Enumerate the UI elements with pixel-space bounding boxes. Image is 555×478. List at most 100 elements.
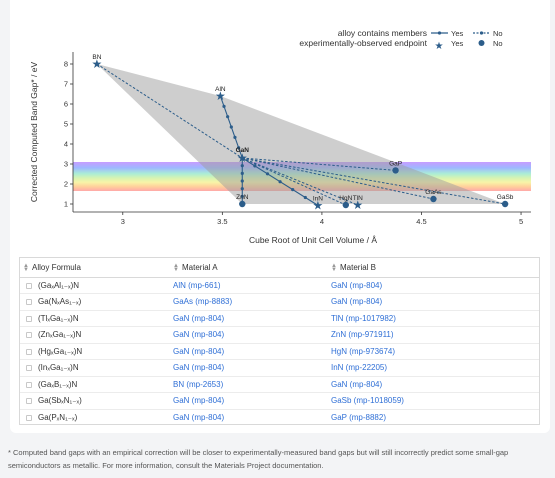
material-a-link[interactable]: GaN (mp-804) [170,392,328,410]
material-a-link[interactable]: GaN (mp-804) [170,310,328,327]
material-a-link[interactable]: BN (mp-2653) [170,376,328,393]
row-checkbox[interactable] [26,299,32,306]
endpoint-star-bn: ★ [92,57,103,71]
material-a-link[interactable]: GaAs (mp-8883) [170,293,328,311]
table-row[interactable]: (ZnₓGa₁₋ₓ)N GaN (mp-804) ZnN (mp-971911) [20,326,539,344]
table-row[interactable]: (GaₓB₁₋ₓ)N BN (mp-2653) GaN (mp-804) [20,376,539,393]
x-axis-label: Cube Root of Unit Cell Volume / Å [249,235,377,245]
table-row[interactable]: Ga(NₓAs₁₋ₓ) GaAs (mp-8883) GaN (mp-804) [20,293,539,311]
alloy-member-marker [226,115,230,119]
legend-endpoint-label: experimentally-observed endpoint [299,38,427,48]
alloy-formula-cell: Ga(PₓN₁₋ₓ) [20,409,170,426]
column-header-material-b[interactable]: ▲ ▼ Material B [328,258,539,278]
material-b-link[interactable]: InN (mp-22205) [328,359,539,377]
alloy-table: ▲ ▼ Alloy Formula ▲ ▼ Material A ▲ ▼ Material … [20,258,539,426]
tie-line-gasb [242,157,506,205]
alloy-member-marker [240,187,244,191]
legend-dot-icon [478,40,485,46]
table-row[interactable]: (HgₓGa₁₋ₓ)N GaN (mp-804) HgN (mp-973674) [20,343,539,360]
row-checkbox[interactable] [26,282,32,289]
alloy-member-marker [229,125,233,129]
row-checkbox[interactable] [26,414,32,421]
table-row[interactable]: Ga(PₓN₁₋ₓ) GaN (mp-804) GaP (mp-8882) [20,409,539,426]
table-row[interactable]: Ga(SbₓN₁₋ₓ) GaN (mp-804) GaSb (mp-1018059) [20,392,539,410]
material-b-link[interactable]: GaN (mp-804) [328,376,539,393]
alloy-formula-cell: (GaₓB₁₋ₓ)N [20,376,170,393]
endpoint-label-aln: AlN [215,86,226,93]
alloy-table-container: ▲ ▼ Alloy Formula ▲ ▼ Material A ▲ ▼ Material … [19,257,540,425]
x-tick-label: 3 [121,217,125,226]
legend-endpoint-no: No [493,39,503,48]
endpoint-dot-gaas [430,195,437,203]
material-a-link[interactable]: AlN (mp-661) [170,277,328,294]
material-b-link[interactable]: GaN (mp-804) [328,293,539,311]
material-b-link[interactable]: GaN (mp-804) [328,277,539,294]
alloy-formula-cell: (GaₓAl₁₋ₓ)N [20,277,170,294]
row-checkbox[interactable] [26,348,32,355]
endpoint-label-gasb: GaSb [497,194,514,201]
material-a-link[interactable]: GaN (mp-804) [170,326,328,344]
endpoint-star-aln: ★ [215,89,226,103]
endpoint-label-bn: BN [92,54,101,61]
alloy-formula-cell: (InₓGa₁₋ₓ)N [20,359,170,377]
legend-endpoint-yes: Yes [451,39,463,48]
y-tick-label: 3 [64,160,68,169]
endpoint-dot-znn [239,200,246,208]
y-tick-label: 6 [64,100,68,109]
sort-icon[interactable]: ▲ ▼ [23,262,29,273]
alloy-formula-cell: (TlₓGa₁₋ₓ)N [20,310,170,327]
table-header-row: ▲ ▼ Alloy Formula ▲ ▼ Material A ▲ ▼ Material … [20,258,539,278]
table-row[interactable]: (InₓGa₁₋ₓ)N GaN (mp-804) InN (mp-22205) [20,359,539,377]
convex-hull-area [96,64,506,204]
endpoint-star-inn: ★ [313,198,324,212]
table-row[interactable]: (GaₓAl₁₋ₓ)N AlN (mp-661) GaN (mp-804) [20,277,539,294]
legend-yes-marker [437,31,442,35]
row-checkbox[interactable] [26,332,32,339]
alloy-member-marker [240,194,244,198]
sort-icon[interactable]: ▲ ▼ [331,262,337,273]
x-tick-label: 4.5 [416,217,426,226]
alloy-formula-cell: (ZnₓGa₁₋ₓ)N [20,326,170,344]
material-b-link[interactable]: GaP (mp-8882) [331,413,386,422]
endpoint-label-hgn: HgN [339,195,352,202]
row-checkbox[interactable] [26,398,32,405]
material-b-link[interactable]: HgN (mp-973674) [328,343,539,360]
material-a-link[interactable]: GaN (mp-804) [173,413,225,422]
row-checkbox[interactable] [26,365,32,372]
y-tick-label: 7 [64,80,68,89]
sort-icon[interactable]: ▲ ▼ [173,262,179,273]
endpoint-dot-gasb [501,200,509,208]
material-b-link[interactable]: ZnN (mp-971911) [328,326,539,344]
alloy-member-marker [240,171,244,175]
alloy-formula-cell: (HgₓGa₁₋ₓ)N [20,343,170,360]
alloy-member-marker [233,135,237,139]
legend-members-label: alloy contains members [338,28,427,38]
x-tick-label: 4 [320,217,324,226]
legend-no-label: No [493,29,503,38]
alloy-member-marker [222,104,226,108]
column-header-material-a[interactable]: ▲ ▼ Material A [170,258,328,278]
y-axis-label: Corrected Computed Band Gap* / eV [29,62,39,203]
alloy-member-marker [253,164,257,168]
column-header-formula[interactable]: ▲ ▼ Alloy Formula [20,258,170,278]
row-checkbox[interactable] [26,315,32,322]
y-tick-label: 8 [64,60,68,69]
legend-no-marker [479,31,484,35]
band-gap-footnote: * Computed band gaps with an empirical c… [8,448,509,470]
material-b-link[interactable]: TlN (mp-1017982) [328,310,539,327]
row-checkbox[interactable] [26,381,32,388]
alloy-member-marker [291,188,295,192]
alloy-panel: 3 3.5 4 4.5 5 1 2 3 4 5 6 7 8 ★ BN ★ AlN ★ GaN ZnN ★ InN HgN ★… [10,0,550,433]
alloy-member-marker [278,180,282,184]
table-row[interactable]: (TlₓGa₁₋ₓ)N GaN (mp-804) TlN (mp-1017982) [20,310,539,327]
material-b-link[interactable]: GaSb (mp-1018059) [328,392,539,410]
material-a-link[interactable]: GaN (mp-804) [170,343,328,360]
band-gap-chart: 3 3.5 4 4.5 5 1 2 3 4 5 6 7 8 ★ BN ★ AlN ★ GaN ZnN ★ InN HgN ★… [10,0,550,250]
alloy-member-marker [265,172,270,176]
alloy-member-marker [240,179,244,183]
material-a-link[interactable]: GaN (mp-804) [170,359,328,377]
endpoint-dot-hgn [342,201,350,209]
alloy-member-marker [237,146,241,150]
